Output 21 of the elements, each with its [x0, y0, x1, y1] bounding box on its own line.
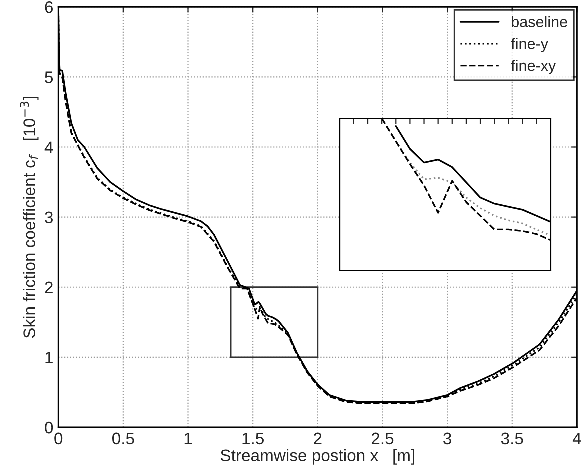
x-tick-label: 0: [54, 432, 63, 445]
y-tick-label: 6: [45, 2, 54, 14]
x-tick-label: 3.5: [501, 432, 524, 445]
legend-label: baseline: [512, 16, 568, 28]
legend-label: fine-y: [511, 38, 548, 52]
y-tick-label: 5: [45, 72, 54, 84]
x-tick-label: 1.5: [242, 432, 264, 445]
x-tick-label: 3: [444, 432, 452, 445]
legend-label: fine-xy: [511, 60, 556, 74]
x-tick-label: 0.5: [112, 432, 134, 445]
y-tick-label: 1: [46, 352, 53, 364]
x-axis-title: Streamwise postion x [m]: [220, 449, 414, 465]
text: Skin friction coefficient c$_{f}$ [10$^{−3}$]: [20, 97, 39, 338]
y-tick-label: 4: [44, 142, 54, 154]
x-tick-label: 2.5: [372, 432, 394, 445]
x-tick-label: 1: [184, 432, 192, 444]
y-tick-label: 3: [45, 212, 54, 224]
y-tick-label: 2: [45, 282, 53, 294]
x-tick-label: 2: [314, 432, 322, 444]
x-tick-label: 4: [572, 432, 582, 444]
y-tick-label: 0: [45, 422, 54, 434]
